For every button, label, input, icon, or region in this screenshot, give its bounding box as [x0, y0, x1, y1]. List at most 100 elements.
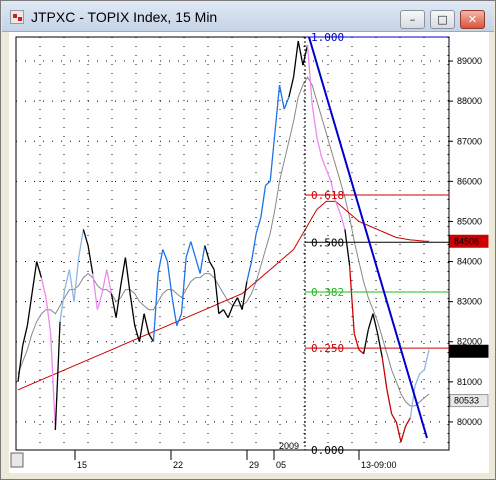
price-segment	[40, 277, 47, 298]
price-segment	[54, 321, 61, 430]
price-segment	[78, 229, 85, 258]
price-segment	[22, 325, 28, 346]
price-segment	[87, 245, 94, 274]
price-segment	[73, 257, 80, 302]
price-segment	[381, 357, 388, 390]
trend-line[interactable]	[308, 36, 428, 439]
price-segment	[367, 313, 374, 330]
price-segment	[31, 261, 38, 294]
price-segment	[405, 417, 411, 427]
price-segment	[339, 213, 346, 230]
price-segment	[311, 105, 318, 138]
price-tick-label: 84000	[457, 257, 482, 267]
price-segment	[50, 333, 57, 430]
price-segment	[26, 293, 33, 326]
price-segment	[325, 169, 332, 182]
price-segment	[330, 181, 337, 202]
fast-moving-average-line	[17, 76, 430, 407]
price-tick-label: 89000	[457, 56, 482, 66]
price-segment	[372, 313, 379, 334]
price-segment	[227, 305, 234, 318]
year-label: 2009	[279, 441, 299, 451]
price-segment	[236, 297, 243, 310]
price-segment	[274, 85, 281, 134]
price-segment	[143, 313, 150, 334]
price-segment	[36, 261, 42, 278]
price-marker-label: 80533	[454, 396, 479, 406]
window-title: JTPXC - TOPIX Index, 15 Min	[31, 9, 218, 25]
price-segment	[348, 265, 355, 334]
price-segment	[423, 349, 430, 370]
chart-canvas[interactable]: 89000 88000 87000 86000 85000 84000 83000 82000…	[9, 32, 489, 473]
price-segment	[110, 293, 117, 318]
price-segment	[152, 273, 159, 342]
price-segment	[400, 425, 407, 443]
price-segment	[269, 133, 276, 182]
price-tick-label: 82000	[457, 337, 482, 347]
price-segment	[419, 369, 425, 375]
price-tick-label: 83000	[457, 297, 482, 307]
fibonacci-level-label: 0.500	[311, 236, 344, 249]
price-segment	[64, 269, 71, 290]
price-segment	[194, 257, 201, 274]
price-segment	[148, 333, 155, 343]
price-segment	[115, 285, 122, 318]
price-segment	[185, 241, 192, 258]
price-tick-label: 85000	[457, 216, 482, 226]
price-tick-label: 88000	[457, 96, 482, 106]
price-segment	[124, 257, 131, 294]
minimize-button[interactable]: –	[400, 10, 425, 29]
price-segment	[199, 245, 206, 274]
price-segment	[292, 40, 299, 78]
price-segment	[316, 137, 323, 158]
price-segment	[232, 297, 239, 306]
time-tick-label: 13-09:00	[361, 460, 397, 470]
price-marker	[449, 234, 489, 248]
price-segment	[362, 329, 369, 354]
time-tick-label: 29	[249, 460, 259, 470]
price-segment	[190, 241, 197, 258]
price-segment	[283, 96, 290, 110]
price-segment	[391, 413, 397, 423]
price-segment	[302, 44, 309, 66]
price-segment	[17, 345, 24, 382]
close-button[interactable]: ✕	[460, 10, 485, 29]
price-segment	[59, 289, 66, 322]
price-segment	[213, 269, 220, 314]
fibonacci-level-label: 0.618	[311, 189, 344, 202]
price-tick-label: 87000	[457, 136, 482, 146]
price-segment	[101, 269, 108, 294]
price-segment	[358, 349, 365, 355]
time-tick-label: 22	[173, 460, 183, 470]
price-segment	[334, 201, 341, 214]
fibonacci-level-label: 0.382	[311, 286, 344, 299]
price-chart[interactable]: 89000 88000 87000 86000 85000 84000 83000 82000…	[9, 32, 489, 473]
scroll-handle[interactable]	[10, 452, 24, 468]
price-segment	[82, 229, 89, 246]
price-marker	[449, 394, 489, 408]
price-segment	[157, 249, 164, 274]
price-segment	[92, 273, 99, 310]
price-tick-label: 80000	[457, 417, 482, 427]
time-tick-label: 05	[276, 460, 286, 470]
fibonacci-level-label: 1.000	[311, 32, 344, 44]
price-segment	[138, 313, 145, 342]
slow-moving-average-line	[17, 200, 430, 391]
price-segment	[250, 233, 257, 262]
price-segment	[176, 313, 183, 326]
price-segment	[129, 293, 136, 326]
price-segment	[218, 309, 224, 315]
plot-area[interactable]	[15, 36, 450, 451]
price-segment	[134, 325, 141, 342]
price-marker	[449, 344, 489, 358]
price-tick-label: 86000	[457, 176, 482, 186]
price-segment	[320, 157, 327, 170]
title-bar[interactable]: JTPXC - TOPIX Index, 15 Min – □ ✕	[2, 2, 494, 32]
price-segment	[386, 389, 393, 415]
price-segment	[414, 373, 421, 387]
maximize-button[interactable]: □	[430, 10, 455, 29]
price-segment	[180, 257, 187, 314]
price-tick-label: 81000	[457, 377, 482, 387]
time-tick-label: 15	[77, 460, 87, 470]
